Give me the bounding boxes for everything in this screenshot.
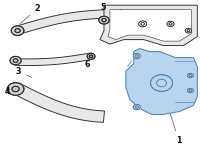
Circle shape [116, 10, 125, 17]
Circle shape [185, 28, 192, 33]
Circle shape [99, 16, 109, 24]
Circle shape [10, 56, 21, 65]
Circle shape [151, 75, 172, 91]
Circle shape [139, 21, 147, 27]
Circle shape [7, 83, 24, 95]
Circle shape [11, 26, 24, 35]
Polygon shape [100, 5, 197, 46]
Circle shape [151, 75, 172, 91]
Polygon shape [15, 53, 93, 65]
Text: 2: 2 [20, 4, 40, 24]
Circle shape [133, 104, 140, 110]
Polygon shape [15, 9, 120, 35]
Polygon shape [108, 10, 191, 41]
Text: 1: 1 [170, 114, 182, 145]
Text: 4: 4 [4, 87, 16, 96]
Polygon shape [126, 49, 197, 115]
Text: 3: 3 [16, 67, 32, 77]
Text: 6: 6 [84, 56, 91, 69]
Polygon shape [10, 83, 104, 122]
Circle shape [133, 53, 140, 59]
Circle shape [187, 73, 193, 78]
Circle shape [87, 53, 95, 59]
Circle shape [167, 21, 174, 27]
Text: 5: 5 [101, 3, 106, 16]
Circle shape [187, 88, 193, 93]
